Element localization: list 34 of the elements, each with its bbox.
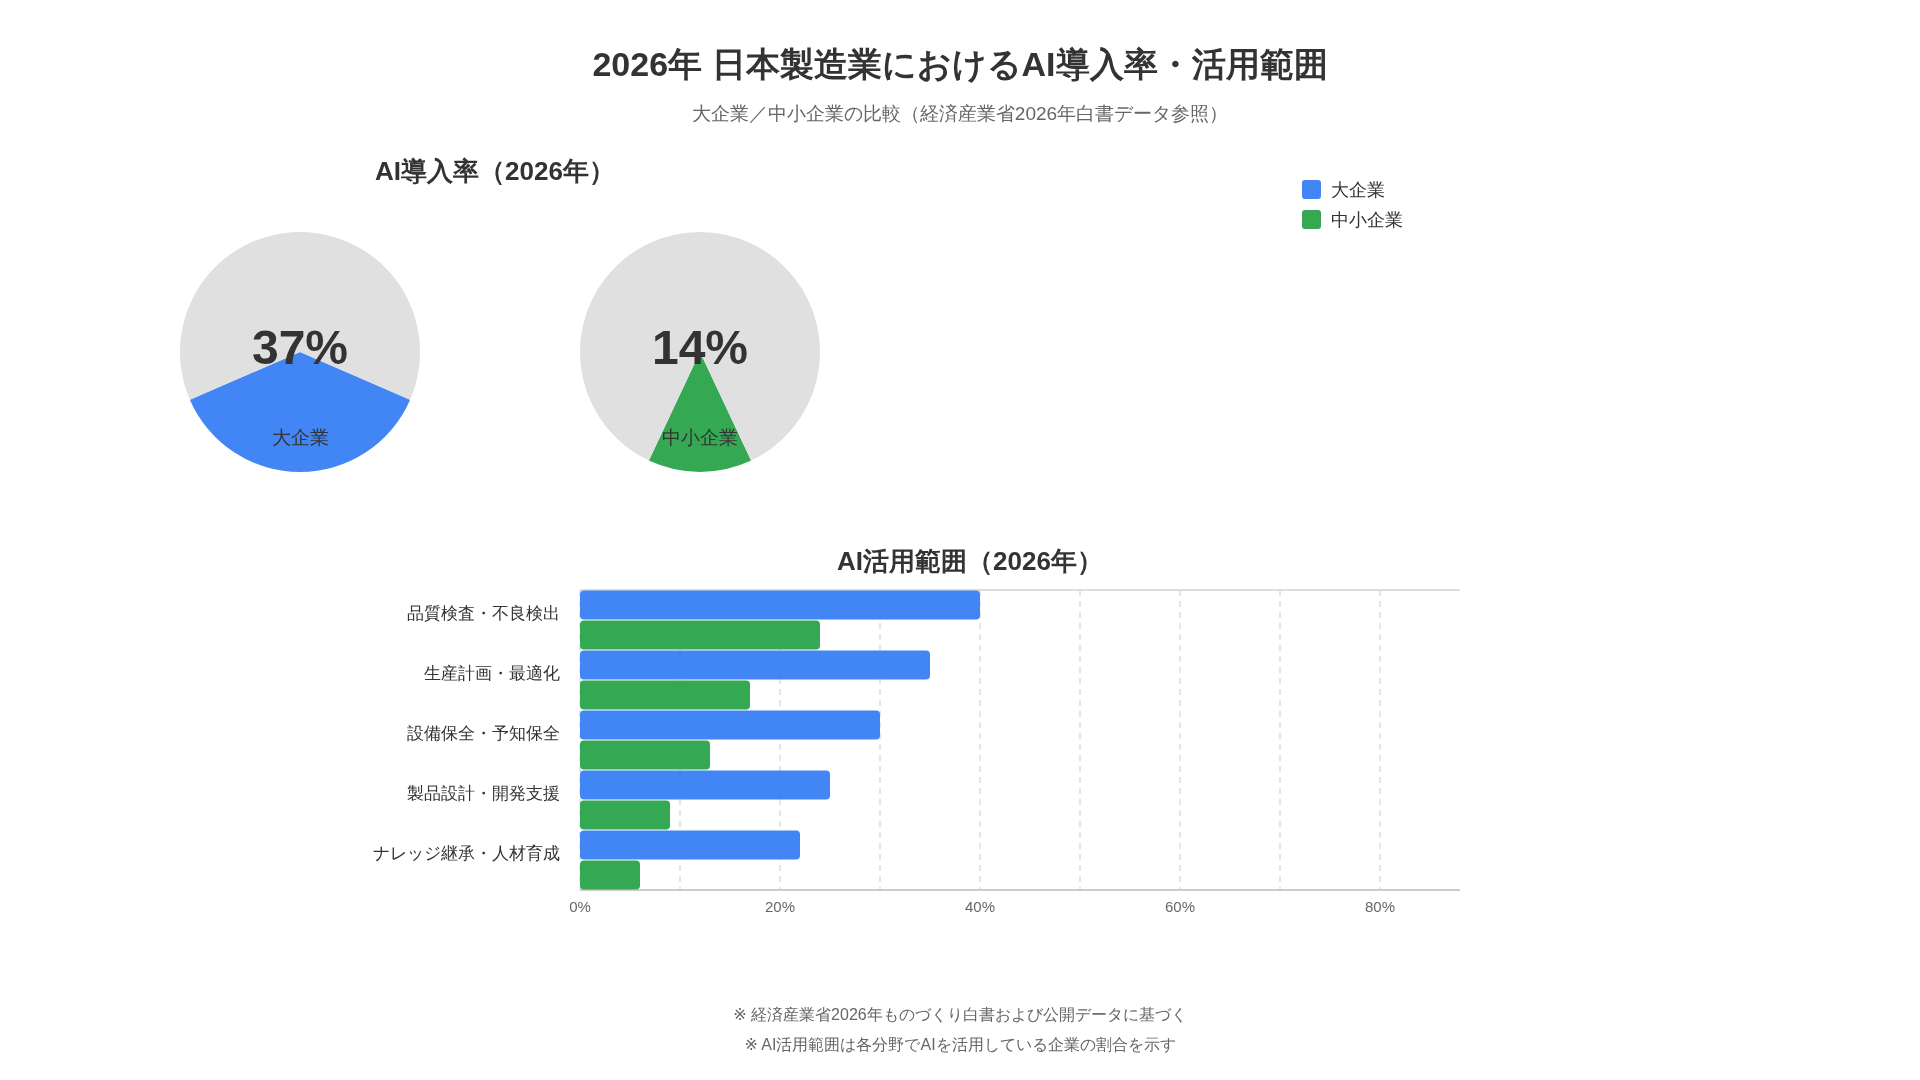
x-tick-label: 80% <box>1364 898 1396 915</box>
y-tick-label: 製品設計・開発支援 <box>407 784 560 803</box>
pie-slice <box>580 232 820 461</box>
bar <box>580 680 750 710</box>
text: AI導入率（2026年） <box>375 156 615 186</box>
y-tick-label: 品質検査・不良検出 <box>407 604 560 623</box>
chart-subtitle: 大企業／中小企業の比較（経済産業省2026年白書データ参照） <box>691 103 1229 124</box>
bar <box>580 740 710 770</box>
slice-label: 大企業 <box>271 427 329 448</box>
text: ※ 経済産業省2026年ものづくり白書および公開データに基づく <box>733 1006 1187 1023</box>
bar <box>580 830 800 860</box>
bar <box>580 800 670 830</box>
legend-label: 中小企業 <box>1331 210 1403 230</box>
x-tick-label: 20% <box>764 898 796 915</box>
data-label: 37% <box>251 321 349 374</box>
legend-label: 大企業 <box>1331 180 1385 200</box>
x-tick-label: 60% <box>1164 898 1196 915</box>
x-tick-label: 40% <box>964 898 996 915</box>
data-label: 14% <box>651 321 749 374</box>
pie-slice <box>180 232 420 400</box>
slice-label: 中小企業 <box>662 427 738 448</box>
text: AI活用範囲（2026年） <box>837 546 1103 576</box>
bar <box>580 620 820 650</box>
text: ※ AI活用範囲は各分野でAIを活用している企業の割合を示す <box>744 1036 1176 1053</box>
y-tick-label: 生産計画・最適化 <box>424 664 560 683</box>
bar <box>580 770 830 800</box>
bar <box>580 710 880 740</box>
y-tick-label: 設備保全・予知保全 <box>407 724 560 743</box>
y-tick-label: ナレッジ継承・人材育成 <box>373 844 560 863</box>
chart-title: 2026年 日本製造業におけるAI導入率・活用範囲 <box>592 45 1328 83</box>
bar <box>580 860 640 890</box>
bar <box>580 650 930 680</box>
x-tick-label: 0% <box>569 898 591 915</box>
bar <box>580 590 980 620</box>
